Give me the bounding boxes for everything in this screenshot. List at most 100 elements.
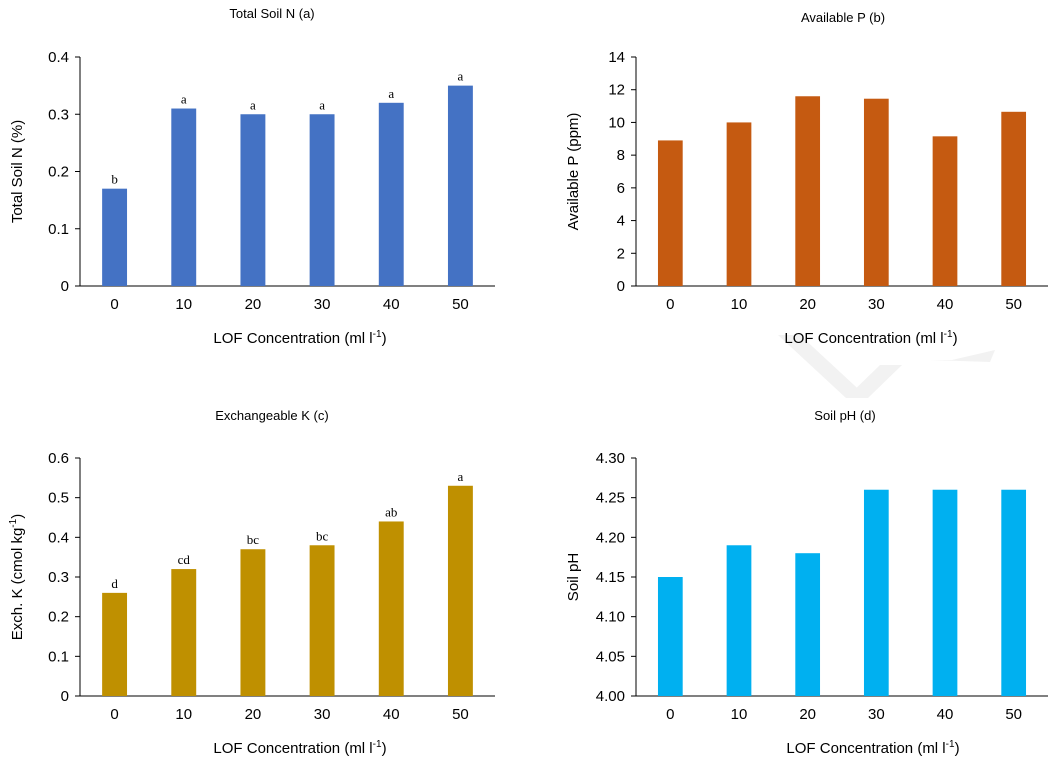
bar [863, 98, 889, 286]
x-tick-label: 30 [868, 706, 885, 723]
bar [657, 140, 683, 286]
y-tick-label: 0.2 [48, 164, 69, 181]
y-tick-label: 4.10 [596, 609, 625, 626]
x-tick-label: 0 [110, 296, 118, 313]
x-tick-label: 10 [731, 296, 748, 313]
x-tick-label: 30 [314, 296, 331, 313]
significance-letter: a [458, 69, 464, 84]
y-tick-label: 4.20 [596, 529, 625, 546]
x-axis-label: LOF Concentration (ml l-1) [786, 739, 959, 757]
bar [795, 553, 821, 696]
y-tick-label: 12 [608, 82, 625, 99]
x-tick-label: 50 [1005, 296, 1022, 313]
y-axis-label-end: ) [9, 514, 26, 519]
y-axis-label: Exch. K (cmol kg-1) [8, 514, 26, 640]
bar [657, 577, 683, 696]
x-axis-label: LOF Concentration (ml l-1) [784, 329, 957, 347]
x-tick-label: 20 [799, 296, 816, 313]
y-tick-label: 4.25 [596, 490, 625, 507]
chart-total-soil-n: Total Soil N (a) 0 0.1 0.2 0.3 0.4 0 b 10 a 20 a 30 a… [0, 0, 528, 380]
x-axis-label-text: LOF Concentration (ml l [784, 330, 943, 347]
y-tick-label: 0 [61, 688, 69, 705]
y-tick-label: 10 [608, 114, 625, 131]
x-tick-label: 40 [383, 296, 400, 313]
x-tick-label: 50 [1005, 706, 1022, 723]
significance-letter: a [181, 92, 187, 107]
chart-available-p: Available P (b) 0 2 4 6 8 10 12 14 0 10 20 30 40 50 LOF… [528, 0, 1057, 380]
bar [309, 114, 335, 286]
bar [171, 108, 197, 287]
bar [726, 545, 752, 696]
x-axis-label-superscript: -1 [373, 739, 382, 750]
x-tick-label: 0 [110, 706, 118, 723]
significance-letter: bc [316, 528, 329, 543]
y-tick-label: 14 [608, 49, 625, 66]
x-tick-label: 40 [383, 706, 400, 723]
x-tick-label: 40 [937, 706, 954, 723]
x-axis-label-end: ) [955, 740, 960, 757]
x-tick-label: 40 [937, 296, 954, 313]
y-tick-label: 0.1 [48, 648, 69, 665]
chart-exchangeable-k-svg: Exchangeable K (c) 0 0.1 0.2 0.3 0.4 0.5 0.6 0 d 1… [8, 408, 495, 757]
significance-letter: a [319, 97, 325, 112]
y-axis-label-text: Available P (ppm) [565, 113, 582, 231]
y-tick-label: 4 [617, 213, 625, 230]
significance-letter: b [111, 172, 118, 187]
x-axis-label-text: LOF Concentration (ml l [786, 740, 945, 757]
x-axis-label-end: ) [953, 330, 958, 347]
x-tick-label: 20 [799, 706, 816, 723]
significance-letter: a [458, 469, 464, 484]
bar [171, 569, 197, 696]
y-tick-label: 0.6 [48, 450, 69, 467]
bar [240, 549, 266, 696]
bar [932, 136, 958, 286]
chart-title: Available P (b) [801, 10, 885, 25]
bar [240, 114, 266, 286]
y-tick-label: 4.00 [596, 688, 625, 705]
chart-total-soil-n-svg: Total Soil N (a) 0 0.1 0.2 0.3 0.4 0 b 10 a 20 a 30 a… [9, 6, 495, 347]
x-tick-label: 10 [175, 706, 192, 723]
y-tick-label: 0 [61, 278, 69, 295]
x-axis-label: LOF Concentration (ml l-1) [213, 329, 386, 347]
bar [102, 592, 128, 696]
bar [863, 489, 889, 696]
y-tick-label: 0.2 [48, 609, 69, 626]
bar [726, 122, 752, 286]
y-tick-label: 2 [617, 245, 625, 262]
chart-soil-ph: Soil pH (d) 4.00 4.05 4.10 4.15 4.20 4.25 4.30 0… [528, 380, 1057, 761]
chart-soil-ph-svg: Soil pH (d) 4.00 4.05 4.10 4.15 4.20 4.25 4.30 0… [565, 408, 1048, 757]
y-tick-label: 0.1 [48, 221, 69, 238]
y-axis-label: Total Soil N (%) [9, 120, 26, 223]
y-axis-label-text: Exch. K (cmol kg [9, 528, 26, 641]
bar [102, 188, 128, 286]
y-tick-label: 0 [617, 278, 625, 295]
x-tick-label: 10 [175, 296, 192, 313]
chart-title: Soil pH (d) [814, 408, 875, 423]
y-axis-label-superscript: -1 [8, 518, 19, 527]
x-axis-label-text: LOF Concentration (ml l [213, 330, 372, 347]
significance-letter: a [250, 97, 256, 112]
y-axis-label-text: Total Soil N (%) [9, 120, 26, 223]
y-tick-label: 4.30 [596, 450, 625, 467]
significance-letter: cd [178, 552, 191, 567]
x-tick-label: 20 [245, 296, 262, 313]
y-tick-label: 4.05 [596, 648, 625, 665]
x-axis-label-text: LOF Concentration (ml l [213, 740, 372, 757]
bar [378, 521, 404, 696]
x-tick-label: 20 [245, 706, 262, 723]
y-tick-label: 0.3 [48, 569, 69, 586]
y-tick-label: 4.15 [596, 569, 625, 586]
bar [378, 102, 404, 286]
y-tick-label: 0.5 [48, 490, 69, 507]
x-axis-label-end: ) [382, 330, 387, 347]
x-axis-label-end: ) [382, 740, 387, 757]
x-tick-label: 50 [452, 296, 469, 313]
y-tick-label: 0.4 [48, 49, 69, 66]
x-axis-label: LOF Concentration (ml l-1) [213, 739, 386, 757]
chart-available-p-svg: Available P (b) 0 2 4 6 8 10 12 14 0 10 20 30 40 50 LOF… [565, 10, 1048, 347]
x-axis-label-superscript: -1 [944, 329, 953, 340]
chart-exchangeable-k: Exchangeable K (c) 0 0.1 0.2 0.3 0.4 0.5 0.6 0 d 1… [0, 380, 528, 761]
x-tick-label: 50 [452, 706, 469, 723]
bar [1001, 111, 1027, 287]
x-axis-label-superscript: -1 [946, 739, 955, 750]
